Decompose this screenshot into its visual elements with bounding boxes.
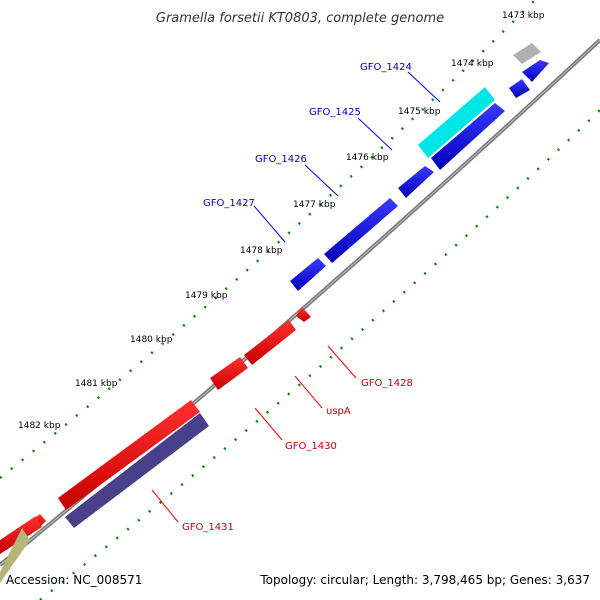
map-title: Gramella forsetii KT0803, complete genom… — [156, 11, 444, 26]
gene-gfo-1424[interactable] — [418, 87, 495, 158]
gene-gfo-1425[interactable] — [431, 103, 505, 170]
gene-label-gfo-1424[interactable]: GFO_1424 — [360, 62, 412, 73]
gene-blue-a[interactable] — [522, 60, 549, 82]
gene-gfo-1430[interactable] — [210, 357, 248, 390]
reverse-gene-labels: GFO_1428 uspA GFO_1430 GFO_1431 — [151, 345, 413, 533]
reverse-strand-genes — [0, 307, 311, 583]
gene-label-gfo-1430[interactable]: GFO_1430 — [285, 441, 337, 452]
gene-blue-c[interactable] — [290, 258, 326, 291]
tick-label: 1480 kbp — [130, 335, 173, 345]
gene-label-gfo-1425[interactable]: GFO_1425 — [309, 107, 361, 118]
forward-strand-genes — [290, 43, 549, 291]
gene-gfo-1428[interactable] — [296, 307, 311, 322]
inner-tick-dots — [39, 109, 600, 600]
forward-gene-labels: GFO_1424 GFO_1425 GFO_1426 GFO_1427 — [203, 62, 441, 243]
gene-label-uspa[interactable]: uspA — [326, 406, 351, 417]
gene-uspa[interactable] — [244, 320, 296, 365]
gene-label-gfo-1431[interactable]: GFO_1431 — [182, 522, 234, 533]
accession-text: Accession: NC_008571 — [6, 573, 143, 587]
tick-label: 1474 kbp — [451, 59, 494, 69]
tick-label: 1475 kbp — [398, 107, 441, 117]
tick-label: 1476 kbp — [346, 153, 389, 163]
outer-tick-dots — [0, 0, 537, 479]
gene-gfo-1427[interactable] — [324, 198, 398, 263]
gene-grey[interactable] — [513, 43, 541, 64]
gene-label-gfo-1428[interactable]: GFO_1428 — [361, 378, 413, 389]
tick-label: 1482 kbp — [18, 421, 61, 431]
gene-label-gfo-1427[interactable]: GFO_1427 — [203, 198, 255, 209]
genome-stats-text: Topology: circular; Length: 3,798,465 bp… — [260, 573, 590, 587]
tick-label: 1479 kbp — [185, 291, 228, 301]
gene-gfo-1431[interactable] — [58, 400, 200, 510]
tick-label: 1478 kbp — [240, 246, 283, 256]
tick-labels: 1473 kbp 1474 kbp 1475 kbp 1476 kbp 1477… — [18, 11, 545, 431]
gene-purple[interactable] — [65, 413, 209, 528]
gene-label-gfo-1426[interactable]: GFO_1426 — [255, 154, 307, 165]
tick-label: 1481 kbp — [75, 379, 118, 389]
gene-blue-b[interactable] — [509, 79, 530, 98]
gene-gfo-1426[interactable] — [398, 166, 434, 198]
tick-label: 1477 kbp — [293, 200, 336, 210]
gene-olive[interactable] — [0, 528, 30, 583]
tick-label: 1473 kbp — [502, 11, 545, 21]
